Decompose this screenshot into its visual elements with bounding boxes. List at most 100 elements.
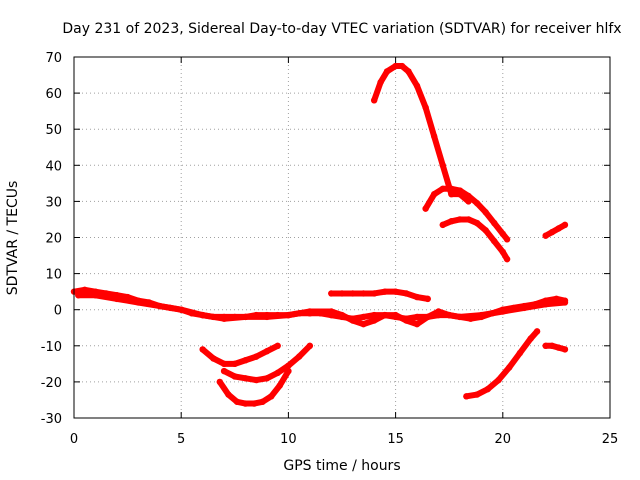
data-point: [439, 221, 446, 229]
data-point: [178, 306, 185, 313]
data-point: [274, 369, 281, 377]
data-point: [456, 187, 464, 194]
data-point: [242, 313, 249, 321]
data-point: [413, 293, 421, 301]
series-arc-dip-neg26: [216, 367, 292, 407]
series-arc-from-31-to-19: [422, 185, 511, 243]
y-tick-label: 0: [54, 304, 62, 319]
data-point: [482, 209, 489, 216]
data-point: [403, 317, 410, 324]
data-point: [403, 290, 410, 297]
series-arc-dip-neg19: [220, 342, 314, 384]
data-point: [199, 346, 206, 353]
data-point: [360, 320, 367, 328]
series-arc-dip-neg15: [199, 342, 281, 368]
y-tick-label: -20: [41, 376, 62, 391]
data-point: [81, 286, 88, 294]
data-point: [405, 68, 412, 75]
x-tick-label: 10: [280, 432, 297, 447]
y-axis-label: SDTVAR / TECUs: [5, 181, 21, 296]
data-point: [135, 299, 142, 306]
axis-ticks: 0 5 10 15 20 25 -30 -20 -10 0 10 20 30 40 50 60 70: [41, 51, 619, 447]
x-tick-label: 15: [387, 432, 404, 447]
data-point: [276, 382, 284, 389]
data-point: [370, 317, 378, 324]
data-point: [413, 313, 421, 321]
data-point: [156, 302, 163, 310]
data-point: [473, 200, 481, 207]
data-point: [424, 295, 431, 303]
data-point: [478, 311, 485, 319]
data-point: [448, 218, 455, 225]
data-point: [456, 216, 464, 223]
data-point: [392, 62, 399, 70]
grid: [74, 57, 610, 418]
data-point: [328, 308, 335, 315]
data-point: [463, 393, 470, 400]
data-point: [465, 192, 472, 200]
data-point: [263, 375, 271, 382]
data-point: [233, 398, 241, 405]
y-tick-label: -10: [41, 340, 62, 355]
data-point: [482, 227, 489, 234]
y-tick-label: 50: [45, 123, 62, 138]
series-line: [371, 63, 472, 205]
data-point: [328, 290, 335, 297]
data-point: [561, 299, 569, 306]
series-arc-rise-from-neg24: [463, 328, 541, 400]
y-tick-label: 40: [45, 159, 62, 174]
data-point: [285, 311, 292, 319]
data-point: [383, 68, 391, 75]
data-point: [285, 362, 292, 369]
data-point: [555, 344, 562, 351]
series-arc-peak-67: [370, 62, 472, 205]
y-tick-label: -30: [41, 412, 62, 427]
data-point: [503, 236, 511, 243]
data-point: [338, 311, 346, 319]
data-point: [231, 360, 238, 368]
data-point: [338, 290, 346, 297]
data-point: [253, 353, 260, 360]
x-tick-label: 20: [495, 432, 512, 447]
series-line: [542, 342, 568, 353]
data-point: [413, 320, 421, 328]
data-point: [250, 400, 258, 407]
data-point: [220, 315, 228, 322]
data-point: [75, 292, 82, 299]
data-point: [392, 311, 399, 319]
series-arc-neg-10-to-11: [542, 342, 569, 353]
x-axis-label: GPS time / hours: [283, 458, 400, 474]
x-tick-label: 0: [70, 432, 78, 447]
data-point: [306, 308, 314, 315]
data-point: [199, 311, 206, 319]
series-line: [328, 288, 431, 302]
data-point: [499, 308, 506, 315]
data-point: [413, 82, 421, 90]
data-point: [259, 398, 266, 405]
data-point: [349, 317, 356, 324]
data-point: [521, 304, 528, 312]
chart-title: Day 231 of 2023, Sidereal Day-to-day VTE…: [62, 21, 621, 37]
data-point: [113, 295, 121, 303]
data-point: [92, 292, 99, 299]
series-arc-near-zero-b: [75, 292, 569, 328]
data-point: [533, 328, 541, 335]
data-point: [220, 360, 228, 368]
x-tick-label: 5: [177, 432, 185, 447]
data-point: [263, 313, 271, 321]
data-point: [225, 391, 232, 398]
data-point: [381, 311, 389, 319]
data-point: [499, 230, 506, 238]
data-point: [484, 385, 491, 393]
data-point: [491, 237, 498, 245]
data-point: [242, 357, 249, 364]
data-point: [422, 104, 429, 111]
data-point: [306, 342, 314, 349]
data-point: [542, 342, 549, 349]
data-point: [398, 62, 406, 70]
series-arc-12-to-16: [328, 288, 431, 303]
data-point: [542, 301, 549, 308]
data-point: [349, 290, 356, 297]
y-tick-label: 20: [45, 232, 62, 247]
data-point: [456, 313, 464, 321]
